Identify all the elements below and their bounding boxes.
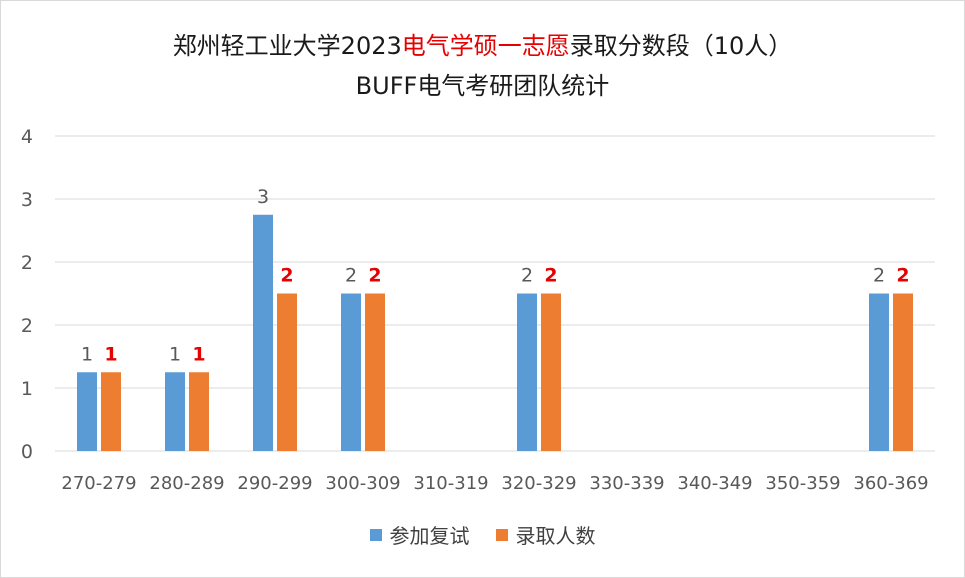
bar-series1 <box>165 372 185 451</box>
y-tick-label: 1 <box>21 378 33 400</box>
title-part2: 录取分数段（10人） <box>569 32 793 60</box>
legend-label-series1: 参加复试 <box>389 524 470 548</box>
legend-label-series2: 录取人数 <box>515 524 596 548</box>
x-tick-label: 270-279 <box>61 473 136 494</box>
chart-title-line1: 郑州轻工业大学2023电气学硕一志愿录取分数段（10人） <box>0 26 965 61</box>
y-tick-label: 3 <box>21 189 33 211</box>
bar-series2 <box>541 293 561 451</box>
bar-series1 <box>77 372 97 451</box>
legend-swatch-series1 <box>369 528 382 541</box>
data-label-series1: 1 <box>169 343 181 365</box>
legend-item-series2: 录取人数 <box>495 520 596 549</box>
bar-series2 <box>277 293 297 451</box>
data-label-series2: 2 <box>368 265 381 287</box>
bar-series1 <box>869 293 889 451</box>
y-tick-label: 0 <box>21 441 33 463</box>
bar-series2 <box>189 372 209 451</box>
data-label-series2: 2 <box>544 265 557 287</box>
y-tick-label: 4 <box>21 126 33 148</box>
x-tick-label: 340-349 <box>677 473 752 494</box>
bar-series2 <box>893 293 913 451</box>
x-tick-label: 320-329 <box>501 473 576 494</box>
data-label-series2: 1 <box>104 343 117 365</box>
x-tick-label: 280-289 <box>149 473 224 494</box>
bar-series2 <box>101 372 121 451</box>
legend: 参加复试 录取人数 <box>0 520 965 549</box>
data-label-series2: 1 <box>192 343 205 365</box>
chart-title-line2: BUFF电气考研团队统计 <box>355 72 610 100</box>
y-tick-label: 2 <box>21 252 33 274</box>
data-label-series1: 2 <box>521 265 533 287</box>
bar-series2 <box>365 293 385 451</box>
y-tick-label: 2 <box>21 315 33 337</box>
data-label-series1: 1 <box>81 343 93 365</box>
data-label-series2: 2 <box>896 265 909 287</box>
x-tick-label: 300-309 <box>325 473 400 494</box>
bar-series1 <box>341 293 361 451</box>
title-highlight: 电气学硕一志愿 <box>401 32 570 60</box>
legend-item-series1: 参加复试 <box>369 520 470 549</box>
data-label-series2: 2 <box>280 265 293 287</box>
x-tick-label: 310-319 <box>413 473 488 494</box>
x-tick-label: 330-339 <box>589 473 664 494</box>
legend-swatch-series2 <box>495 528 508 541</box>
data-label-series1: 3 <box>257 186 269 208</box>
bar-series1 <box>517 293 537 451</box>
x-tick-label: 350-359 <box>765 473 840 494</box>
x-tick-label: 290-299 <box>237 473 312 494</box>
x-tick-label: 360-369 <box>853 473 928 494</box>
data-label-series1: 2 <box>873 265 885 287</box>
bar-series1 <box>253 214 273 451</box>
title-part1: 郑州轻工业大学2023 <box>172 32 402 60</box>
data-label-series1: 2 <box>345 265 357 287</box>
